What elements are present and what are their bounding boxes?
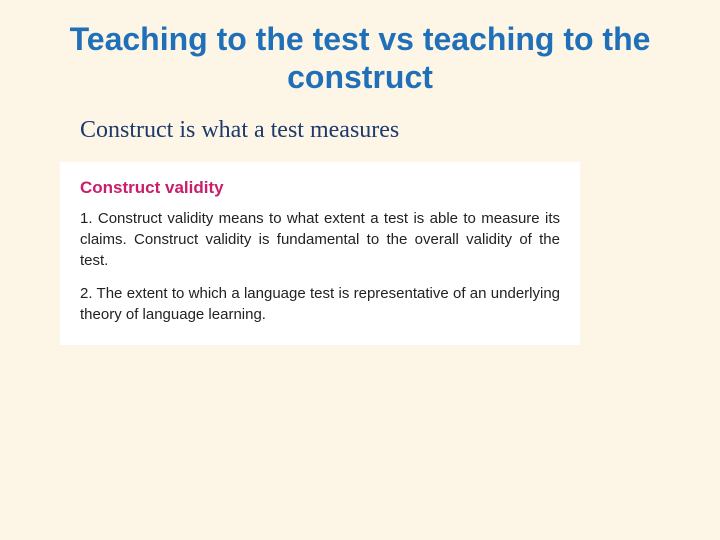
slide-title: Teaching to the test vs teaching to the … <box>40 20 680 97</box>
slide-container: Teaching to the test vs teaching to the … <box>0 0 720 540</box>
definition-heading: Construct validity <box>80 178 560 198</box>
slide-subtitle: Construct is what a test measures <box>80 117 680 144</box>
definition-box: Construct validity 1. Construct validity… <box>60 162 580 345</box>
definition-item-1: 1. Construct validity means to what exte… <box>80 208 560 271</box>
definition-item-2: 2. The extent to which a language test i… <box>80 283 560 325</box>
